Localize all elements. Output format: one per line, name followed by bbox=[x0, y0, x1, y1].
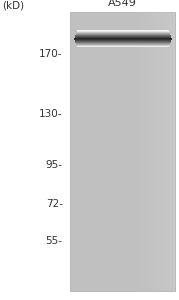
Bar bbox=[77, 31, 169, 32]
Bar bbox=[75, 41, 171, 42]
Bar bbox=[74, 39, 172, 40]
Bar bbox=[173, 12, 175, 291]
Bar bbox=[77, 46, 169, 47]
Bar bbox=[76, 43, 170, 44]
Text: 72-: 72- bbox=[46, 199, 63, 209]
Bar bbox=[76, 45, 170, 46]
Bar bbox=[146, 12, 148, 291]
Bar bbox=[75, 35, 171, 36]
Bar bbox=[76, 42, 171, 43]
Bar bbox=[76, 33, 170, 34]
Bar bbox=[75, 36, 171, 37]
Bar bbox=[139, 12, 142, 291]
Text: A549: A549 bbox=[108, 0, 137, 8]
Bar bbox=[76, 42, 171, 43]
Bar bbox=[142, 12, 144, 291]
Bar bbox=[76, 44, 170, 45]
Bar bbox=[154, 12, 156, 291]
Bar bbox=[70, 12, 175, 291]
Bar bbox=[77, 31, 170, 32]
Bar bbox=[76, 43, 170, 44]
Bar bbox=[76, 34, 170, 35]
Bar bbox=[167, 12, 169, 291]
Bar bbox=[171, 12, 173, 291]
Text: 170-: 170- bbox=[39, 49, 63, 59]
Bar bbox=[75, 40, 171, 41]
Text: 130-: 130- bbox=[39, 109, 63, 119]
Bar bbox=[75, 40, 171, 41]
Bar bbox=[161, 12, 163, 291]
Bar bbox=[75, 35, 171, 36]
Bar bbox=[75, 39, 171, 40]
Bar bbox=[77, 46, 169, 47]
Bar bbox=[163, 12, 165, 291]
Bar bbox=[76, 33, 170, 34]
Bar bbox=[156, 12, 159, 291]
Bar bbox=[150, 12, 152, 291]
Bar bbox=[75, 37, 171, 38]
Bar bbox=[76, 44, 170, 45]
Bar bbox=[76, 32, 170, 33]
Bar bbox=[77, 30, 169, 31]
Text: 55-: 55- bbox=[46, 236, 63, 247]
Bar bbox=[144, 12, 146, 291]
Bar bbox=[148, 12, 150, 291]
Bar bbox=[76, 34, 171, 35]
Bar bbox=[169, 12, 171, 291]
Bar bbox=[75, 40, 171, 41]
Bar bbox=[152, 12, 154, 291]
Bar bbox=[135, 12, 137, 291]
Bar bbox=[75, 41, 171, 42]
Bar bbox=[74, 38, 172, 39]
Text: (kD): (kD) bbox=[2, 1, 24, 10]
Bar bbox=[76, 32, 170, 33]
Bar bbox=[75, 36, 171, 37]
Bar bbox=[74, 38, 172, 39]
Bar bbox=[159, 12, 161, 291]
Bar bbox=[165, 12, 167, 291]
Bar bbox=[137, 12, 139, 291]
Text: 95-: 95- bbox=[46, 160, 63, 170]
Bar bbox=[77, 45, 170, 46]
Bar bbox=[75, 37, 171, 38]
